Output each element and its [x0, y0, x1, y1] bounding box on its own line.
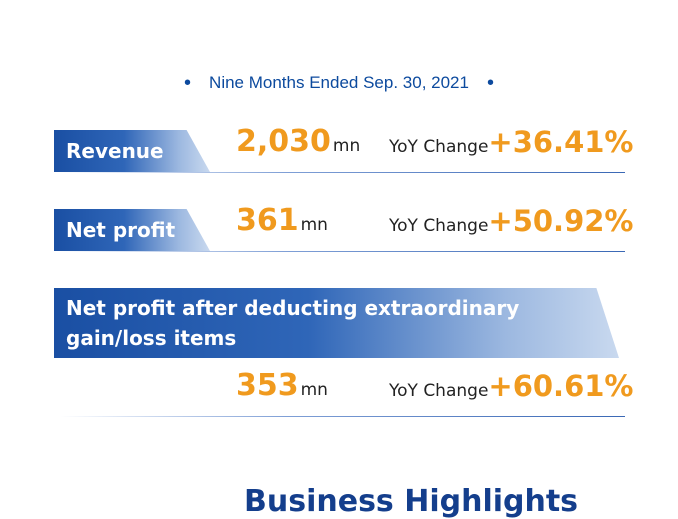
metric-net-profit-unit: mn: [300, 215, 328, 235]
metric-net-profit-yoy-label: YoY Change: [389, 216, 489, 236]
metric-net-profit-amount: 361: [236, 203, 299, 238]
metric-net-profit-divider: [60, 251, 625, 252]
metric-net-profit-adjusted-label-line1: Net profit after deducting extraordinary: [66, 296, 520, 320]
metric-net-profit-yoy-value: +50.92%: [488, 204, 634, 238]
metric-net-profit-value: 361 mn: [236, 203, 328, 238]
metric-net-profit-banner: Net profit: [54, 209, 210, 251]
metric-net-profit-label: Net profit: [66, 218, 176, 242]
metric-revenue-label: Revenue: [66, 139, 164, 163]
metric-net-profit-adjusted-yoy: YoY Change +60.61%: [389, 369, 634, 403]
metric-net-profit-adjusted-value: 353 mn: [236, 368, 328, 403]
period-label: Nine Months Ended Sep. 30, 2021: [209, 73, 469, 92]
metric-net-profit-adjusted-amount: 353: [236, 368, 299, 403]
metric-revenue-unit: mn: [332, 136, 361, 156]
section-title: Business Highlights: [244, 484, 579, 519]
metric-revenue-yoy-value: +36.41%: [488, 125, 634, 159]
metric-net-profit-adjusted-divider: [60, 416, 625, 417]
metric-net-profit-adjusted-unit: mn: [300, 380, 328, 400]
bullet-dot-icon: •: [486, 72, 494, 94]
metric-net-profit-yoy: YoY Change +50.92%: [389, 204, 634, 238]
metric-revenue-divider: [60, 172, 625, 173]
metric-revenue-banner: Revenue: [54, 130, 210, 172]
metric-net-profit-adjusted-label-line2: gain/loss items: [66, 326, 237, 350]
metric-revenue-yoy: YoY Change +36.41%: [389, 125, 634, 159]
metric-net-profit-adjusted-yoy-value: +60.61%: [488, 369, 634, 403]
metric-revenue-value: 2,030 mn: [236, 124, 360, 159]
bullet-dot-icon: •: [184, 72, 192, 94]
metric-revenue-yoy-label: YoY Change: [389, 137, 489, 157]
metric-revenue-amount: 2,030: [236, 124, 331, 159]
metric-net-profit-adjusted-banner: Net profit after deducting extraordinary…: [54, 288, 619, 358]
period-header: • Nine Months Ended Sep. 30, 2021 •: [0, 68, 678, 98]
metric-net-profit-adjusted-yoy-label: YoY Change: [389, 381, 489, 401]
